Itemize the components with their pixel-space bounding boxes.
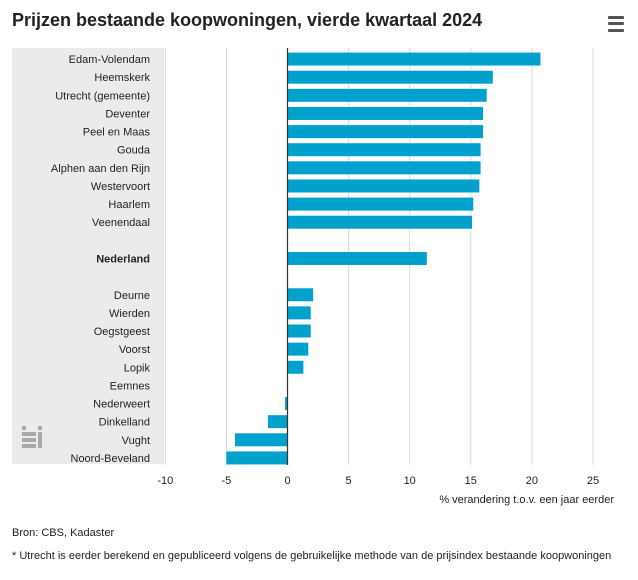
- category-label: Westervoort: [91, 181, 150, 193]
- category-label: Haarlem: [108, 199, 150, 211]
- bar[interactable]: [288, 89, 487, 102]
- bars: [226, 53, 540, 465]
- category-label: Gouda: [117, 145, 151, 157]
- category-label: Eemnes: [110, 380, 151, 392]
- category-label: Edam-Volendam: [69, 54, 150, 66]
- bar[interactable]: [288, 179, 480, 192]
- category-label: Peel en Maas: [83, 127, 151, 139]
- category-label: Utrecht (gemeente): [55, 90, 150, 102]
- x-tick-label: 0: [284, 475, 290, 487]
- x-axis-label: % verandering t.o.v. een jaar eerder: [439, 494, 614, 506]
- x-tick-label: 15: [465, 475, 477, 487]
- bar[interactable]: [288, 143, 481, 156]
- bar[interactable]: [288, 288, 314, 301]
- bar[interactable]: [288, 343, 309, 356]
- x-tick-label: -10: [157, 475, 173, 487]
- x-tick-label: 10: [404, 475, 416, 487]
- bar[interactable]: [288, 306, 311, 319]
- category-label: Vught: [122, 435, 150, 447]
- bar[interactable]: [235, 433, 288, 446]
- bar[interactable]: [226, 451, 287, 464]
- bar[interactable]: [268, 415, 288, 428]
- bar[interactable]: [288, 216, 473, 229]
- category-label: Deventer: [105, 108, 150, 120]
- category-label: Deurne: [114, 290, 150, 302]
- bar[interactable]: [288, 252, 427, 265]
- bar[interactable]: [288, 161, 481, 174]
- category-label: Noord-Beveland: [71, 453, 151, 465]
- category-label: Wierden: [109, 308, 150, 320]
- category-label: Nederweert: [93, 399, 150, 411]
- bar[interactable]: [288, 53, 541, 66]
- x-tick-label: -5: [222, 475, 232, 487]
- bar-chart: Edam-Volendam Heemskerk Utrecht (gemeente)…: [0, 0, 638, 520]
- x-tick-label: 20: [526, 475, 538, 487]
- source-note: Bron: CBS, Kadaster: [12, 527, 114, 539]
- category-label: Alphen aan den Rijn: [51, 163, 150, 175]
- category-label: Veenendaal: [92, 217, 150, 229]
- x-tick-label: 5: [346, 475, 352, 487]
- bar[interactable]: [288, 71, 493, 84]
- category-label: Oegstgeest: [94, 326, 150, 338]
- bar[interactable]: [288, 325, 311, 338]
- category-label: Nederland: [96, 253, 150, 265]
- bar[interactable]: [288, 361, 304, 374]
- bar[interactable]: [288, 107, 484, 120]
- category-label: Heemskerk: [94, 72, 150, 84]
- bar[interactable]: [288, 198, 474, 211]
- category-label: Lopik: [124, 362, 151, 374]
- x-tick-label: 25: [587, 475, 599, 487]
- category-label: Dinkelland: [99, 417, 150, 429]
- footnote: * Utrecht is eerder berekend en gepublic…: [12, 549, 612, 563]
- category-label: Voorst: [119, 344, 150, 356]
- x-tick-labels: -10 -5 0 5 10 15 20 25: [157, 475, 599, 487]
- bar[interactable]: [288, 125, 484, 138]
